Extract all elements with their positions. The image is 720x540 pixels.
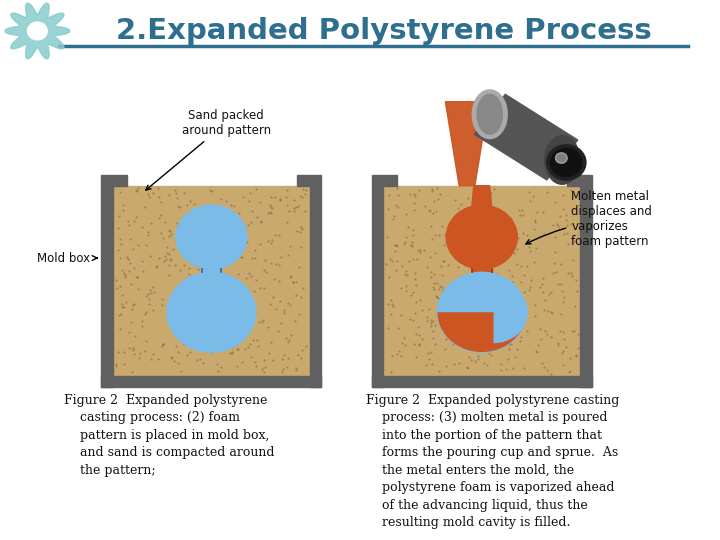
Bar xyxy=(102,175,127,186)
Bar xyxy=(202,269,221,273)
Bar xyxy=(372,186,384,387)
Polygon shape xyxy=(545,136,580,184)
Polygon shape xyxy=(446,102,489,186)
Text: Figure 2  Expanded polystyrene casting
    process: (3) molten metal is poured
 : Figure 2 Expanded polystyrene casting pr… xyxy=(366,394,619,529)
Wedge shape xyxy=(493,281,528,343)
Bar xyxy=(310,186,322,387)
Bar xyxy=(384,186,580,376)
Polygon shape xyxy=(472,186,492,205)
Circle shape xyxy=(446,205,517,269)
Text: Figure 2  Expanded polystyrene
    casting process: (2) foam
    pattern is plac: Figure 2 Expanded polystyrene casting pr… xyxy=(64,394,274,477)
Bar xyxy=(102,186,113,387)
Circle shape xyxy=(555,153,567,164)
Bar xyxy=(113,186,310,376)
Bar xyxy=(567,175,592,186)
Text: Sand packed
around pattern: Sand packed around pattern xyxy=(146,109,271,190)
Polygon shape xyxy=(474,94,577,180)
Circle shape xyxy=(551,148,582,177)
Text: Mold box: Mold box xyxy=(37,252,97,265)
Bar xyxy=(372,376,592,387)
Text: Molten metal
displaces and
vaporizes
foam pattern: Molten metal displaces and vaporizes foa… xyxy=(526,191,652,248)
Bar xyxy=(297,175,322,186)
Text: 2.Expanded Polystyrene Process: 2.Expanded Polystyrene Process xyxy=(115,17,652,45)
Wedge shape xyxy=(438,312,526,352)
Circle shape xyxy=(546,145,586,180)
Bar xyxy=(472,269,492,273)
Circle shape xyxy=(438,273,526,352)
Polygon shape xyxy=(5,3,70,59)
Polygon shape xyxy=(27,22,48,40)
Bar xyxy=(372,175,397,186)
Bar xyxy=(580,186,592,387)
Polygon shape xyxy=(472,90,507,139)
Polygon shape xyxy=(477,94,503,134)
Circle shape xyxy=(176,205,247,269)
Bar xyxy=(102,376,322,387)
Circle shape xyxy=(167,273,256,352)
